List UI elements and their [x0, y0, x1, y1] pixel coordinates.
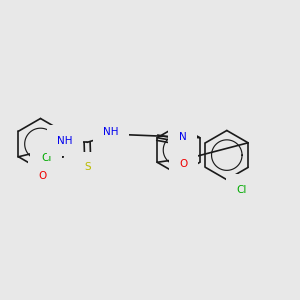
Text: NH: NH [57, 136, 73, 146]
Text: O: O [38, 171, 46, 181]
Text: Cl: Cl [236, 185, 246, 195]
Text: Cl: Cl [41, 153, 51, 163]
Text: NH: NH [103, 127, 119, 137]
Text: O: O [179, 159, 188, 169]
Text: S: S [84, 162, 91, 172]
Text: N: N [178, 132, 186, 142]
